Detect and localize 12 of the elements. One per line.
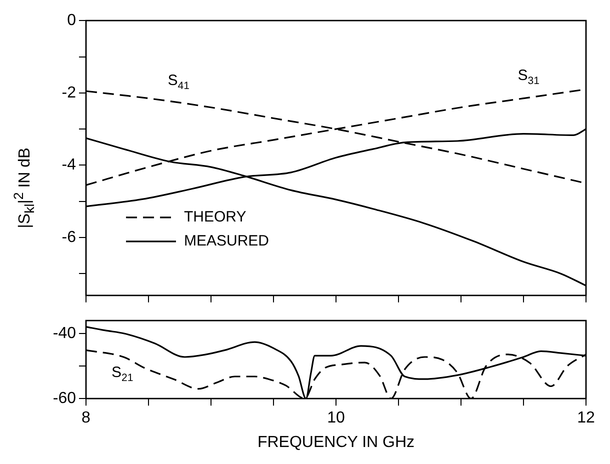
y-tick-label: -60: [52, 390, 76, 408]
y-tick-label: -2: [62, 84, 76, 102]
y-tick-label: -40: [52, 325, 76, 342]
x-tick-label: 10: [327, 410, 345, 427]
y-tick-label: 0: [67, 12, 76, 30]
y-tick-label: -6: [62, 228, 76, 246]
x-tick-label: 12: [577, 410, 595, 427]
x-tick-label: 8: [82, 410, 91, 427]
legend-label: MEASURED: [184, 232, 270, 250]
x-axis-title: FREQUENCY IN GHz: [257, 434, 415, 451]
legend-label: THEORY: [184, 208, 246, 226]
y-tick-label: -4: [62, 156, 76, 174]
